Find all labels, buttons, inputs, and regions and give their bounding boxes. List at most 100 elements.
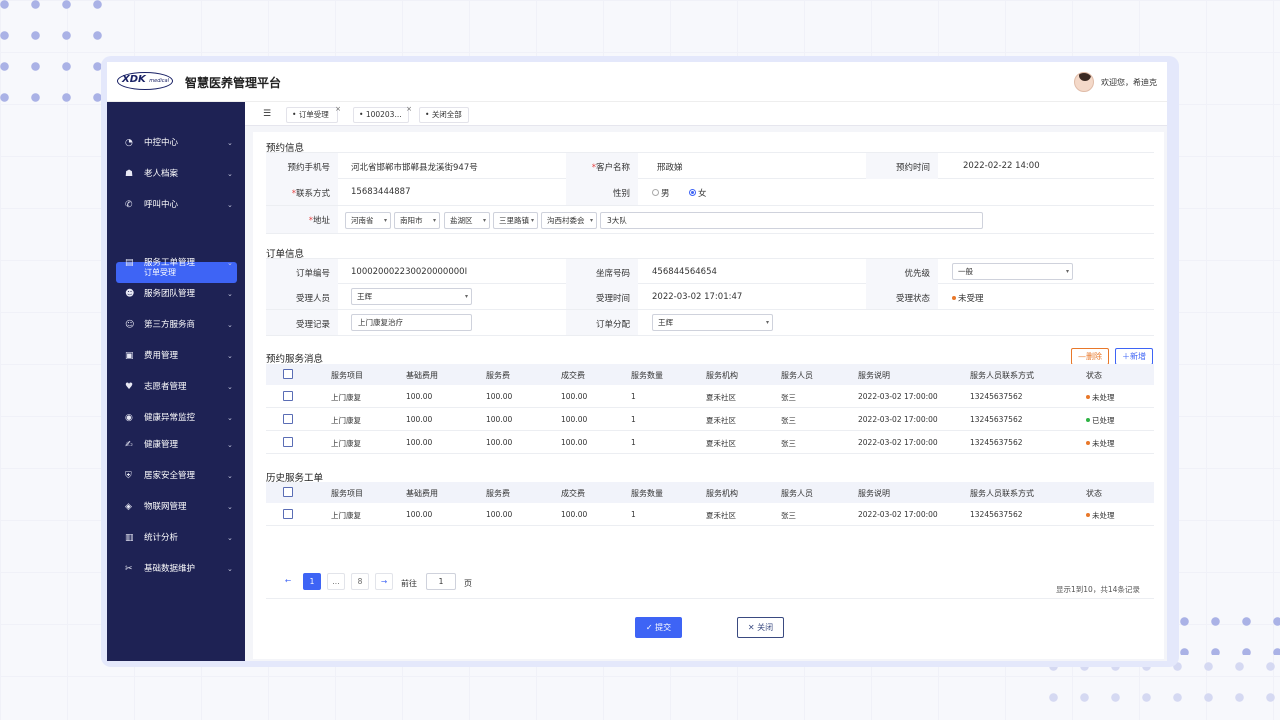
chevron-down-icon[interactable]: ⌄	[227, 201, 233, 209]
chevron-down-icon[interactable]: ⌄	[227, 352, 233, 360]
chevron-down-icon[interactable]: ⌄	[227, 441, 233, 449]
add-button[interactable]: ＋新增	[1115, 348, 1153, 365]
tab-order-accept[interactable]: • 订单受理 ×	[286, 105, 341, 123]
next-page-button[interactable]: →	[375, 573, 393, 590]
sidebar-item-8[interactable]: ♥ 志愿者管理 ⌄	[107, 376, 245, 398]
page-button-current[interactable]: 1	[303, 573, 321, 590]
customer-value: 邢政娣	[657, 163, 683, 173]
table-cell: 100.00	[406, 415, 433, 424]
prev-page-button[interactable]: ←	[279, 573, 297, 590]
label-bg	[266, 310, 338, 335]
tab-close-all[interactable]: • 关闭全部	[419, 107, 469, 123]
column-header: 基础费用	[406, 371, 438, 380]
avatar[interactable]	[1074, 72, 1094, 92]
section-title-service: 预约服务消息	[266, 354, 324, 365]
chevron-down-icon[interactable]: ⌄	[227, 503, 233, 511]
sidebar-item-9[interactable]: ◉ 健康异常监控 ⌄	[107, 407, 245, 429]
row-checkbox[interactable]	[283, 414, 293, 424]
town-select[interactable]: 三里路镇 ▾	[493, 212, 538, 229]
gender-male-label[interactable]: 男	[661, 189, 670, 199]
label-bg	[566, 284, 638, 309]
column-header: 服务数量	[631, 371, 663, 380]
sidebar-item-label: 老人档案	[144, 169, 179, 179]
status-label: 受理状态	[895, 294, 930, 304]
sidebar-item-4[interactable]: ▤ 服务工单管理 ⌄	[107, 252, 245, 274]
table-cell: 张三	[781, 439, 796, 448]
table-cell: 13245637562	[970, 392, 1023, 401]
sidebar-item-label: 服务团队管理	[144, 289, 196, 299]
goto-page-input[interactable]: 1	[426, 573, 456, 590]
welcome-text[interactable]: 欢迎您，希迪克	[1101, 78, 1157, 87]
select-all-checkbox[interactable]	[283, 369, 293, 379]
chevron-down-icon[interactable]: ⌄	[227, 139, 233, 147]
submit-button[interactable]: ✓ 提交	[635, 617, 682, 638]
close-button[interactable]: ✕ 关闭	[737, 617, 784, 638]
delete-button[interactable]: —删除	[1071, 348, 1109, 365]
village-select[interactable]: 沟西村委会 ▾	[541, 212, 597, 229]
chevron-down-icon[interactable]: ⌄	[227, 259, 233, 267]
chevron-down-icon[interactable]: ⌄	[227, 472, 233, 480]
tab-order-detail[interactable]: • 100203... ×	[353, 105, 412, 123]
sidebar-item-label: 服务工单管理	[144, 258, 196, 268]
status-dot	[1086, 395, 1090, 399]
dashboard-icon: ◔	[125, 138, 133, 148]
sidebar-item-3[interactable]: ✆ 呼叫中心 ⌄	[107, 194, 245, 216]
sidebar-item-14[interactable]: ✂ 基础数据维护 ⌄	[107, 558, 245, 580]
chevron-down-icon[interactable]: ⌄	[227, 414, 233, 422]
record-input[interactable]: 上门康复治疗	[351, 314, 472, 331]
city-select[interactable]: 南阳市 ▾	[394, 212, 440, 229]
close-icon[interactable]: ×	[406, 105, 412, 113]
priority-select[interactable]: 一般 ▾	[952, 263, 1073, 280]
row-checkbox[interactable]	[283, 509, 293, 519]
chevron-down-icon[interactable]: ⌄	[227, 170, 233, 178]
row-checkbox[interactable]	[283, 391, 293, 401]
priority-label: 优先级	[904, 269, 930, 279]
section-title-order: 订单信息	[266, 249, 305, 260]
table-cell: 上门康复	[331, 393, 361, 402]
address-label-text: 地址	[312, 216, 330, 226]
sidebar-item-1[interactable]: ◔ 中控中心 ⌄	[107, 132, 245, 154]
table-cell: 100.00	[486, 510, 513, 519]
sidebar-item-7[interactable]: ▣ 费用管理 ⌄	[107, 345, 245, 367]
caret-down-icon: ▾	[464, 293, 468, 300]
sidebar-item-10[interactable]: ✍ 健康管理 ⌄	[107, 434, 245, 456]
handler-select[interactable]: 王辉 ▾	[351, 288, 472, 305]
gender-female-radio[interactable]	[689, 189, 696, 196]
address-detail-input[interactable]: 3大队	[600, 212, 983, 229]
sidebar-subitem-order-accept[interactable]: 订单受理	[116, 262, 237, 283]
select-value: 一般	[958, 267, 973, 276]
district-select[interactable]: 盐湖区 ▾	[444, 212, 490, 229]
table-row: 上门康复 100.00 100.00 100.00 1 夏禾社区 张三 2022-03-02 …	[266, 408, 1154, 431]
table-cell: 张三	[781, 511, 796, 520]
sidebar-item-12[interactable]: ◈ 物联网管理 ⌄	[107, 496, 245, 518]
close-icon[interactable]: ×	[335, 105, 341, 113]
chevron-down-icon[interactable]: ⌄	[227, 321, 233, 329]
sidebar-item-13[interactable]: ▥ 统计分析 ⌄	[107, 527, 245, 549]
sidebar-item-11[interactable]: ⛨ 居家安全管理 ⌄	[107, 465, 245, 487]
sidebar-item-6[interactable]: ☺ 第三方服务商 ⌄	[107, 314, 245, 336]
gender-female-label[interactable]: 女	[698, 189, 707, 199]
column-header: 服务机构	[706, 371, 738, 380]
select-all-checkbox[interactable]	[283, 487, 293, 497]
chevron-down-icon[interactable]: ⌄	[227, 383, 233, 391]
status-cell: 未处理	[1086, 438, 1115, 449]
chevron-down-icon[interactable]: ⌄	[227, 534, 233, 542]
table-cell: 100.00	[561, 438, 588, 447]
chevron-down-icon[interactable]: ⌄	[227, 565, 233, 573]
row-checkbox[interactable]	[283, 437, 293, 447]
table-cell: 100.00	[486, 438, 513, 447]
table-cell: 2022-03-02 17:00:00	[858, 510, 938, 519]
sidebar-item-2[interactable]: ☗ 老人档案 ⌄	[107, 163, 245, 185]
page-button-last[interactable]: 8	[351, 573, 369, 590]
menu-toggle-icon[interactable]: ☰	[263, 109, 272, 119]
sidebar-item-5[interactable]: ☻ 服务团队管理 ⌄	[107, 283, 245, 305]
assign-select[interactable]: 王辉 ▾	[652, 314, 773, 331]
chevron-down-icon[interactable]: ⌄	[227, 290, 233, 298]
gender-male-radio[interactable]	[652, 189, 659, 196]
time-value: 2022-02-22 14:00	[963, 161, 1040, 171]
column-header: 状态	[1086, 489, 1102, 498]
province-select[interactable]: 河南省 ▾	[345, 212, 391, 229]
column-header: 状态	[1086, 371, 1102, 380]
sidebar-item-label: 呼叫中心	[144, 200, 179, 210]
booking-row-2: *联系方式 15683444887 性别 男 女	[266, 179, 1154, 206]
